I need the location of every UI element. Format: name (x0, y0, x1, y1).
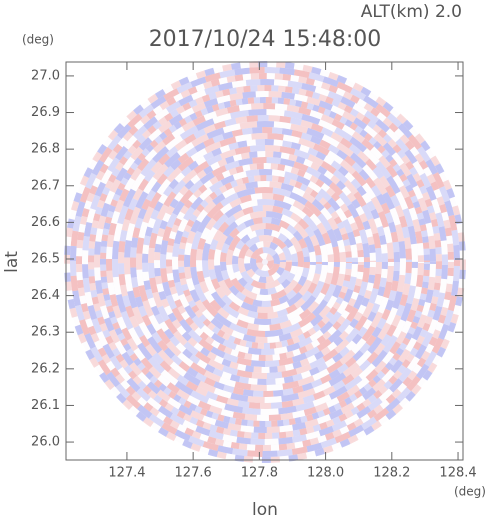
field-ring (208, 205, 322, 319)
field-ring (214, 211, 316, 313)
field-ring (250, 247, 280, 277)
y-tick-label: 26.0 (31, 435, 60, 450)
field-ring (106, 103, 424, 421)
field-ring (94, 91, 436, 433)
field-ring (118, 115, 412, 409)
field-ring (130, 127, 400, 397)
field-ring (148, 145, 382, 379)
x-axis-label: lon (252, 500, 278, 520)
field-ring (82, 79, 448, 445)
field-ring (256, 253, 274, 271)
field-ring (250, 247, 280, 277)
field-ring (160, 157, 370, 367)
field-ring (70, 67, 460, 457)
field-ring (76, 73, 454, 451)
field-ring (112, 109, 418, 415)
field-ring (226, 223, 304, 301)
x-tick-label: 128.4 (439, 466, 476, 481)
field-ring (124, 121, 406, 403)
y-tick-label: 26.1 (31, 398, 60, 413)
field-ring (100, 97, 430, 427)
field-ring (244, 241, 286, 283)
y-tick-label: 26.5 (31, 251, 60, 266)
field-ring (166, 163, 364, 361)
field-ring (244, 241, 286, 283)
y-tick-label: 27.0 (31, 68, 60, 83)
x-tick-label: 128.2 (373, 466, 410, 481)
field-ring (88, 85, 442, 439)
field-ring (160, 157, 370, 367)
field-ring (112, 109, 418, 415)
field-ring (172, 169, 358, 355)
field-ring (208, 205, 322, 319)
field-ring (190, 187, 340, 337)
field-ring (166, 163, 364, 361)
field-ring (202, 199, 328, 325)
field-ring (178, 175, 352, 349)
x-tick-label: 127.6 (175, 466, 212, 481)
field-ring (136, 133, 394, 391)
y-tick-label: 26.3 (31, 325, 60, 340)
field-ring (94, 91, 436, 433)
y-axis-label: lat (2, 251, 22, 273)
field-ring (154, 151, 376, 373)
field-ring (124, 121, 406, 403)
field-ring (220, 217, 310, 307)
field-ring (232, 229, 298, 295)
x-unit: (deg) (454, 485, 486, 499)
field-ring (106, 103, 424, 421)
field-ring (172, 169, 358, 355)
field-ring (82, 79, 448, 445)
radar-field (64, 61, 466, 463)
y-tick-label: 26.2 (31, 361, 60, 376)
y-tick-label: 26.6 (31, 215, 60, 230)
chart-title: 2017/10/24 15:48:00 (149, 27, 382, 52)
field-ring (256, 253, 274, 271)
field-ring (184, 181, 346, 343)
field-ring (76, 73, 454, 451)
y-unit: (deg) (22, 33, 54, 47)
y-tick-label: 26.9 (31, 105, 60, 120)
field-ring (70, 67, 460, 457)
field-ring (202, 199, 328, 325)
field-ring (70, 67, 460, 457)
plot-frame (65, 61, 464, 461)
field-ring (214, 211, 316, 313)
field-ring (226, 223, 304, 301)
field-ring (196, 193, 334, 331)
field-ring (238, 235, 292, 289)
field-ring (82, 79, 448, 445)
field-ring (118, 115, 412, 409)
field-ring (142, 139, 388, 385)
y-tick-label: 26.8 (31, 142, 60, 157)
altitude-label: ALT(km) 2.0 (361, 2, 462, 22)
x-tick-label: 127.8 (241, 466, 278, 481)
field-ring (220, 217, 310, 307)
field-ring (124, 121, 406, 403)
x-tick-label: 128.0 (307, 466, 344, 481)
y-tick-label: 26.7 (31, 178, 60, 193)
x-tick-label: 127.4 (108, 466, 145, 481)
field-ring (226, 223, 304, 301)
field-ring (100, 97, 430, 427)
y-tick-label: 26.4 (31, 288, 60, 303)
field-ring (184, 181, 346, 343)
field-ring (136, 133, 394, 391)
field-ring (178, 175, 352, 349)
